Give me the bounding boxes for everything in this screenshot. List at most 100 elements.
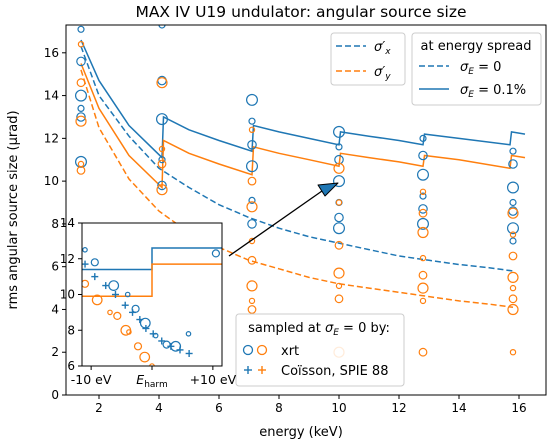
- series-line-0: [80, 46, 514, 272]
- xrt-marker: [507, 271, 519, 283]
- xrt-marker: [247, 305, 257, 314]
- xrt-marker: [335, 199, 343, 206]
- legend-label-coisson: Coïsson, SPIE 88: [281, 364, 388, 379]
- inset-y-ticks: 6 8 10 12 14: [60, 216, 82, 373]
- inset-xrt-marker: [185, 330, 192, 337]
- inset-y-tick-label: 14: [60, 216, 75, 230]
- xrt-marker: [157, 159, 167, 169]
- legend-label-no-spread: σE = 0: [460, 60, 501, 77]
- legend-samples-title: sampled at σE = 0 by:: [248, 321, 390, 338]
- inset-xrt-marker: [126, 329, 132, 335]
- xrt-marker: [333, 175, 346, 188]
- chart-title: MAX IV U19 undulator: angular source siz…: [135, 3, 466, 21]
- inset-coisson-marker: [111, 291, 119, 298]
- y-tick-label: 12: [44, 131, 59, 145]
- x-tick-label: 6: [215, 401, 223, 415]
- inset-y-tick-label: 8: [67, 323, 75, 337]
- inset-x-ticks: -10 eV Eharm +10 eV: [71, 366, 237, 390]
- xrt-marker: [419, 188, 427, 195]
- inset-coisson-marker: [102, 282, 110, 290]
- xrt-marker: [248, 297, 256, 305]
- xrt-marker: [417, 282, 429, 294]
- y-tick-label: 6: [51, 260, 59, 274]
- inset-line-1: [82, 263, 222, 298]
- xrt-marker: [333, 125, 346, 138]
- legend-samples: sampled at σE = 0 by: xrt Coïsson, SPIE …: [235, 313, 405, 387]
- inset-xrt-marker: [133, 342, 143, 351]
- legend-label-xrt: xrt: [281, 344, 299, 359]
- xrt-marker: [74, 155, 87, 168]
- xrt-marker: [248, 126, 256, 134]
- xrt-marker: [247, 176, 257, 186]
- xrt-marker: [77, 25, 85, 33]
- legend-marker-coisson-x: [244, 366, 252, 374]
- xrt-marker: [156, 184, 168, 196]
- xrt-marker: [334, 294, 344, 304]
- inset-coisson-marker: [167, 342, 175, 350]
- xrt-marker: [509, 231, 517, 238]
- y-axis-label: rms angular source size (μrad): [6, 110, 21, 309]
- inset-xrt-marker: [82, 279, 90, 288]
- xrt-marker: [246, 280, 258, 292]
- xrt-marker: [75, 115, 87, 127]
- inset-coisson-marker: [149, 330, 157, 338]
- xrt-marker: [333, 222, 346, 235]
- xrt-marker: [76, 56, 86, 67]
- xrt-marker: [509, 284, 517, 292]
- xrt-marker: [157, 180, 167, 191]
- xrt-marker: [418, 150, 428, 161]
- inset-coisson-marker: [91, 273, 99, 281]
- inset-series: [82, 247, 222, 366]
- y-tick-label: 10: [44, 174, 59, 188]
- legend-label-with-spread: σE = 0.1%: [460, 83, 526, 100]
- xrt-marker: [418, 347, 428, 357]
- xrt-marker: [508, 159, 518, 169]
- xrt-marker: [419, 254, 427, 262]
- x-tick-label: 4: [155, 401, 163, 415]
- annotation-arrow: [228, 182, 339, 257]
- inset-xrt-marker: [124, 291, 131, 298]
- xrt-marker: [335, 282, 343, 290]
- xrt-marker: [333, 162, 345, 174]
- xrt-marker: [334, 240, 344, 250]
- x-tick-label: 16: [511, 401, 526, 415]
- xrt-marker: [419, 134, 427, 142]
- xrt-marker: [76, 165, 86, 175]
- xrt-marker: [507, 303, 519, 316]
- xrt-marker: [419, 297, 427, 305]
- main-x-ticks: 2 4 6 8 10 12 14 16: [95, 395, 527, 415]
- inset-y-tick-label: 10: [60, 288, 75, 302]
- inset-coisson-marker: [121, 301, 129, 309]
- y-tick-label: 8: [51, 217, 59, 231]
- y-tick-label: 16: [44, 46, 59, 60]
- xrt-marker: [509, 198, 517, 207]
- xrt-marker: [158, 145, 166, 153]
- inset-xrt-marker: [82, 247, 88, 253]
- xrt-marker: [419, 192, 427, 200]
- xrt-marker: [77, 41, 85, 48]
- inset-coisson-marker: [82, 260, 89, 268]
- inset-x-tick-label: -10 eV: [71, 372, 112, 387]
- legend-components: σ′x σ′y: [330, 32, 406, 86]
- xrt-marker: [333, 267, 345, 279]
- main-plot-frame: [65, 24, 547, 396]
- y-tick-label: 4: [51, 302, 59, 316]
- inset-plot: 6 8 10 12 14 -10 eV Eharm +10 eV: [60, 216, 237, 390]
- xrt-marker: [156, 113, 169, 126]
- inset-x-tick-label: Eharm: [136, 372, 167, 390]
- xrt-marker: [77, 104, 85, 113]
- xrt-marker: [247, 255, 257, 265]
- legend-label-sigma-y: σ′y: [374, 65, 391, 82]
- xrt-marker: [158, 25, 166, 29]
- legend-label-sigma-x: σ′x: [374, 40, 391, 57]
- legend-spread-title: at energy spread: [421, 39, 532, 54]
- xrt-marker: [418, 204, 428, 214]
- xrt-marker: [509, 349, 517, 356]
- main-plot-markers: [74, 25, 520, 358]
- xrt-marker: [248, 117, 256, 125]
- xrt-marker: [508, 251, 518, 261]
- inset-xrt-marker: [91, 294, 103, 306]
- xrt-marker: [246, 93, 259, 106]
